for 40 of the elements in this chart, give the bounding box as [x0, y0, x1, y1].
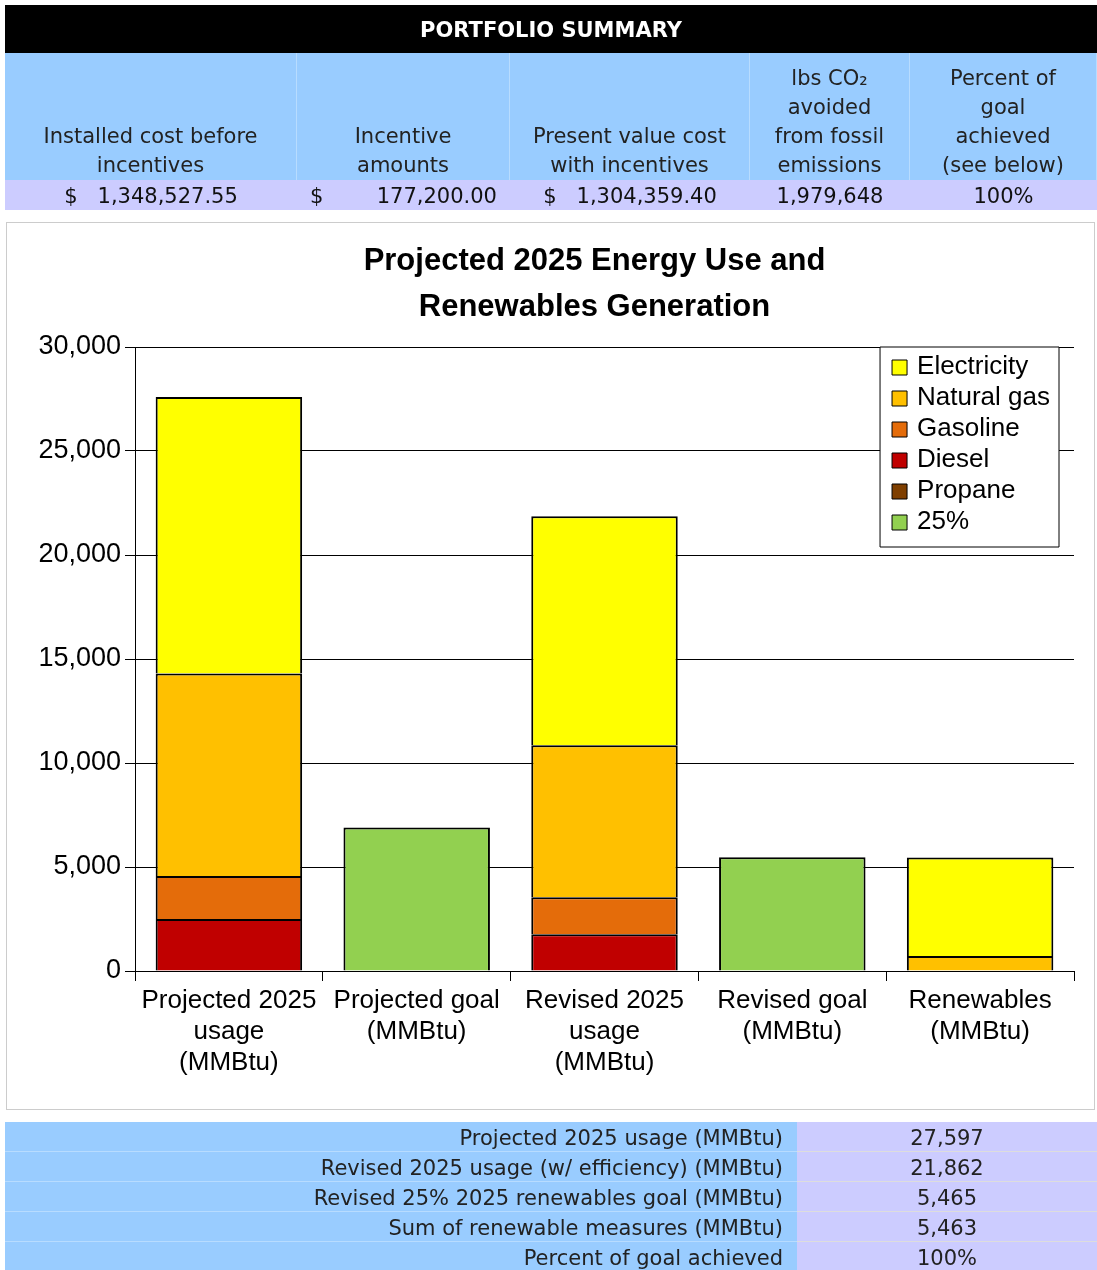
text: Percent of goal achieved [523, 1246, 783, 1270]
text: 5,463 [916, 1216, 978, 1240]
legend-label: Gasoline [917, 412, 1020, 443]
x-tick-label: Projected 2025 usage (MMBtu) [141, 983, 317, 1077]
y-tick-label: 15,000 [38, 642, 121, 673]
chart-title: Projected 2025 Energy Use and Renewables Generation [363, 241, 826, 323]
y-tick-label: 5,000 [53, 850, 121, 881]
legend-label: Electricity [917, 350, 1029, 381]
y-tick-label: 30,000 [38, 330, 121, 361]
text: $ 1,348,527.55 [64, 184, 238, 208]
text: Installed cost before incentives [42, 123, 259, 179]
text: Projected 2025 usage (MMBtu) [459, 1126, 783, 1150]
text: PORTFOLIO SUMMARY [5, 5, 1097, 53]
x-tick-label: Renewables (MMBtu) [908, 983, 1052, 1045]
text: 100% [973, 184, 1034, 208]
x-tick-label: Revised 2025 usage (MMBtu) [525, 983, 684, 1077]
text: 1,979,648 [776, 184, 884, 208]
text: 21,862 [910, 1156, 984, 1180]
text: Incentive amounts [353, 123, 453, 179]
text: Present value cost with incentives [531, 123, 728, 179]
y-tick-label: 0 [105, 954, 121, 985]
text: 27,597 [910, 1126, 984, 1150]
text: lbs CO₂ avoided from fossil emissions [773, 65, 886, 179]
y-tick-label: 10,000 [38, 746, 121, 777]
text: 5,465 [916, 1186, 978, 1210]
text: Revised 2025 usage (w/ efficiency) (MMBtu) [320, 1156, 783, 1180]
legend-label: Propane [917, 474, 1016, 505]
legend-label: 25% [917, 505, 970, 536]
text: Percent of goal achieved (see below) [941, 65, 1065, 179]
text: $ 177,200.00 [309, 184, 497, 208]
text: Revised 25% 2025 renewables goal (MMBtu) [313, 1186, 783, 1210]
legend-label: Natural gas [917, 381, 1051, 412]
y-tick-label: 20,000 [38, 538, 121, 569]
text: 100% [916, 1246, 978, 1270]
y-tick-label: 25,000 [38, 434, 121, 465]
x-tick-label: Projected goal (MMBtu) [333, 983, 500, 1045]
text: Sum of renewable measures (MMBtu) [388, 1216, 783, 1240]
x-tick-label: Revised goal (MMBtu) [717, 983, 868, 1045]
legend-label: Diesel [917, 443, 990, 474]
text: $ 1,304,359.40 [543, 184, 717, 208]
